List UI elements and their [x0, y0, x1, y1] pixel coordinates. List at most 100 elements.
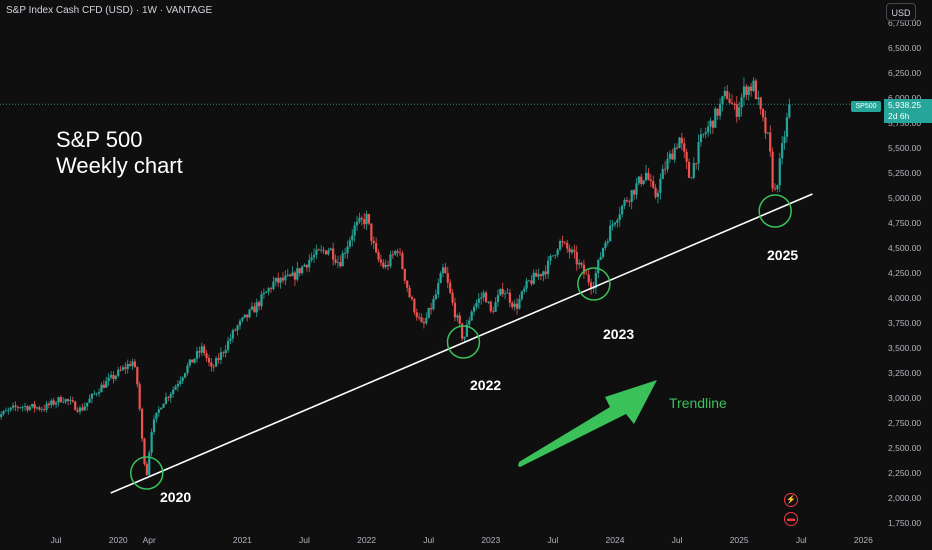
candle-body	[258, 302, 261, 307]
candle-body	[224, 349, 227, 354]
candle-body	[391, 254, 394, 256]
x-tick-label: Jul	[51, 535, 62, 545]
candle-body	[778, 158, 781, 186]
candle-body	[281, 277, 285, 281]
candle-body	[367, 213, 371, 224]
candle-body	[721, 96, 724, 104]
candle-body	[773, 188, 777, 190]
candle-body	[12, 405, 15, 408]
candle-body	[716, 108, 719, 116]
candle-body	[463, 336, 466, 339]
candle-body	[714, 108, 717, 128]
candle-body	[183, 373, 187, 378]
candle-body	[95, 393, 98, 395]
candle-body	[382, 262, 385, 268]
candle-body	[102, 384, 105, 388]
candle-body	[47, 403, 51, 406]
candle-body	[131, 361, 134, 367]
candle-body	[642, 180, 645, 184]
candle-body	[16, 407, 19, 408]
candle-body	[427, 307, 430, 318]
candle-body	[129, 364, 132, 367]
candle-body	[255, 302, 258, 313]
candle-body	[695, 163, 698, 164]
candle-body	[205, 353, 208, 358]
candle-body	[434, 294, 437, 300]
candle-body	[711, 120, 715, 128]
candle-body	[274, 277, 277, 282]
candle-body	[451, 292, 454, 303]
candle-body	[54, 402, 58, 405]
candle-body	[630, 190, 633, 202]
candle-body	[468, 320, 471, 325]
candle-body	[518, 299, 521, 309]
candle-body	[776, 185, 779, 190]
candle-body	[26, 406, 29, 411]
candle-body	[243, 314, 246, 318]
candle-body	[317, 249, 320, 251]
last-price-label: 5,938.25 2d 6h	[884, 99, 932, 123]
flag-icon[interactable]: ▬	[784, 512, 798, 526]
candle-body	[52, 400, 55, 405]
candle-body	[353, 225, 356, 236]
annotation-2022: 2022	[470, 377, 502, 393]
candle-body	[365, 213, 368, 225]
candle-body	[2, 411, 5, 415]
candle-body	[747, 86, 750, 96]
annotation-2020: 2020	[160, 489, 192, 505]
candle-body	[341, 253, 344, 267]
candle-body	[117, 369, 120, 376]
candle-body	[277, 277, 280, 283]
y-tick-label: 5,000.00	[888, 193, 921, 203]
candle-body	[324, 250, 328, 255]
candle-body	[704, 132, 707, 134]
candle-body	[21, 406, 24, 408]
candle-body	[195, 351, 199, 359]
candle-body	[320, 249, 323, 251]
candle-body	[661, 168, 664, 180]
y-tick-label: 6,500.00	[888, 43, 921, 53]
candle-body	[186, 365, 189, 374]
candle-body	[372, 240, 375, 244]
candle-body	[222, 352, 225, 354]
x-tick-label: 2025	[730, 535, 749, 545]
candle-body	[480, 297, 483, 299]
candle-body	[293, 272, 297, 280]
candle-body	[267, 288, 270, 292]
candle-body	[675, 147, 679, 149]
candle-body	[511, 302, 514, 307]
y-tick-label: 3,750.00	[888, 318, 921, 328]
candle-body	[167, 396, 170, 398]
lightning-icon[interactable]: ⚡	[784, 493, 798, 507]
candle-body	[566, 242, 569, 249]
candle-body	[475, 302, 478, 308]
candle-body	[656, 192, 660, 197]
candle-body	[551, 255, 554, 257]
candle-body	[176, 384, 180, 387]
symbol-legend: S&P Index Cash CFD (USD) · 1W · VANTAGE	[6, 5, 213, 16]
candle-body	[301, 266, 304, 274]
candle-body	[441, 267, 445, 274]
candle-body	[544, 271, 547, 275]
candle-body	[733, 104, 736, 105]
candle-body	[226, 340, 230, 350]
candle-body	[260, 294, 263, 307]
currency-button[interactable]: USD	[886, 3, 916, 21]
candle-body	[487, 301, 490, 303]
candle-body	[143, 438, 146, 465]
x-tick-label: Jul	[672, 535, 683, 545]
candle-body	[332, 248, 335, 260]
touch-point-circle-2023	[577, 267, 611, 301]
y-tick-label: 3,500.00	[888, 343, 921, 353]
candle-body	[728, 98, 731, 103]
chart-title-overlay: S&P 500 Weekly chart	[56, 127, 183, 179]
candle-body	[496, 295, 500, 303]
candle-body	[343, 253, 347, 254]
candle-body	[723, 90, 726, 97]
candle-body	[616, 219, 619, 223]
candle-body	[231, 330, 234, 339]
candle-body	[709, 120, 712, 127]
candle-body	[114, 375, 117, 379]
candle-body	[145, 464, 148, 475]
